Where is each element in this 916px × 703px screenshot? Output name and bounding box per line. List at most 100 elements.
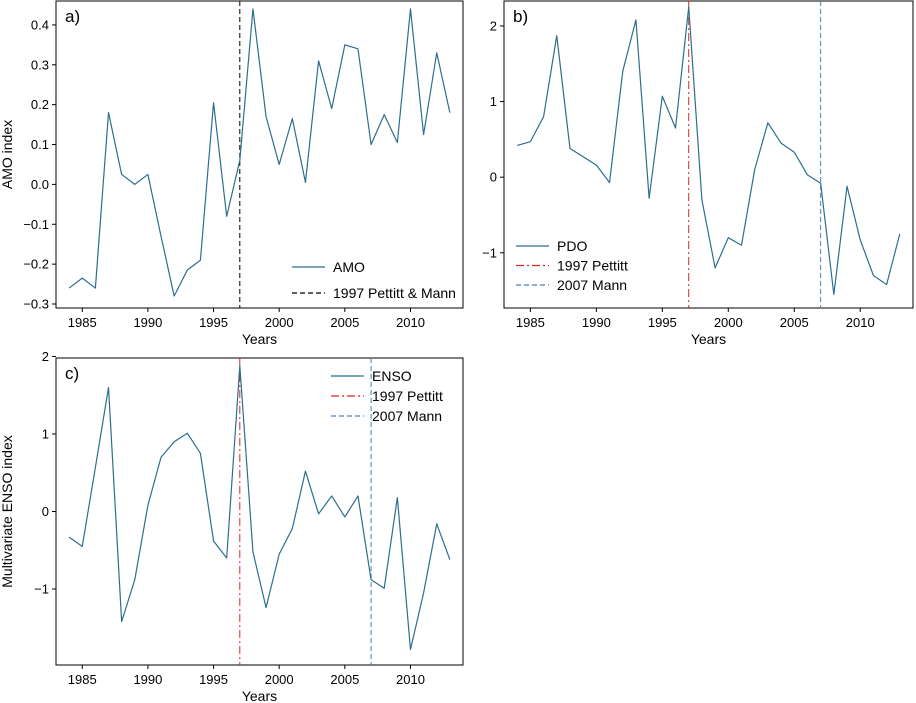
- y-axis-label: AMO index: [0, 120, 15, 189]
- pdo-point: [555, 34, 559, 38]
- y-tick-label: 1: [42, 426, 49, 441]
- enso-point: [212, 539, 216, 543]
- enso-point: [435, 522, 439, 526]
- x-tick-label: 2010: [396, 672, 425, 687]
- y-tick-label: 2: [42, 349, 49, 364]
- amo-point: [185, 268, 189, 272]
- y-tick-label: 0: [42, 504, 49, 519]
- pdo-point: [674, 126, 678, 130]
- amo-point: [93, 286, 97, 290]
- legend-entry: AMO: [333, 259, 365, 275]
- pdo-point: [660, 94, 664, 98]
- y-tick-label: −1: [482, 245, 497, 260]
- enso-point: [395, 496, 399, 500]
- panel-b-legend: PDO 1997 Pettitt 2007 Mann: [516, 238, 628, 293]
- pdo-point: [568, 146, 572, 150]
- pdo-point: [726, 236, 730, 240]
- enso-series-line: [68, 365, 451, 651]
- legend-entry: 1997 Pettitt: [557, 258, 628, 274]
- amo-point: [251, 7, 255, 11]
- amo-point: [146, 172, 150, 176]
- y-tick-label: 0: [490, 170, 497, 185]
- enso-point: [107, 385, 111, 389]
- amo-point: [356, 47, 360, 51]
- enso-point: [146, 503, 150, 507]
- pdo-point: [885, 283, 889, 287]
- pdo-point: [739, 243, 743, 247]
- panel-a-legend: AMO 1997 Pettitt & Mann: [292, 259, 456, 301]
- y-tick-label: −1: [34, 582, 49, 597]
- pdo-point: [608, 180, 612, 184]
- x-tick-label: 1985: [516, 315, 545, 330]
- legend-entry: PDO: [557, 238, 587, 254]
- pdo-point: [621, 69, 625, 73]
- panel-c: 1985 1990 1995 2000 2005 2010 −1 0 1 2 Years Multiv…: [0, 349, 464, 703]
- pdo-point: [700, 198, 704, 202]
- panel-label: b): [513, 7, 528, 26]
- y-tick-label: 0.1: [31, 137, 49, 152]
- amo-point: [435, 51, 439, 55]
- y-tick-label: 0.3: [31, 57, 49, 72]
- x-axis-label: Years: [242, 688, 277, 703]
- pdo-point: [647, 196, 651, 200]
- panel-c-legend: ENSO 1997 Pettitt 2007 Mann: [331, 368, 443, 424]
- enso-point: [172, 440, 176, 444]
- enso-point: [277, 552, 281, 556]
- x-axis-label: Years: [242, 331, 277, 347]
- amo-point: [107, 111, 111, 115]
- x-tick-label: 1985: [68, 672, 97, 687]
- amo-point: [120, 172, 124, 176]
- pdo-point: [898, 232, 902, 236]
- amo-point: [212, 101, 216, 105]
- pdo-point: [819, 181, 823, 185]
- x-tick-label: 1995: [199, 315, 228, 330]
- panel-label: a): [65, 7, 80, 26]
- y-tick-label: 0.4: [31, 17, 49, 32]
- enso-point: [356, 494, 360, 498]
- x-tick-label: 2000: [265, 672, 294, 687]
- amo-point: [408, 7, 412, 11]
- enso-point: [422, 591, 426, 595]
- enso-point: [225, 556, 229, 560]
- panel-a: 1985 1990 1995 2000 2005 2010 −0.3 −0.2 −0.1 0.0 0…: [0, 0, 464, 347]
- enso-point: [185, 431, 189, 435]
- panel-b-frame: [503, 0, 914, 309]
- y-tick-label: 0.2: [31, 97, 49, 112]
- amo-point: [264, 115, 268, 119]
- x-tick-label: 2000: [265, 315, 294, 330]
- enso-point: [80, 544, 84, 548]
- pdo-point: [634, 18, 638, 22]
- enso-point: [408, 647, 412, 651]
- enso-point: [67, 535, 71, 539]
- pdo-point: [515, 143, 519, 147]
- pdo-point: [581, 155, 585, 159]
- amo-point: [238, 158, 242, 162]
- x-tick-label: 1985: [68, 315, 97, 330]
- amo-point: [67, 286, 71, 290]
- enso-point: [290, 527, 294, 531]
- amo-point: [277, 162, 281, 166]
- amo-point: [159, 234, 163, 238]
- amo-point: [395, 141, 399, 145]
- y-tick-label: −0.3: [23, 297, 49, 312]
- legend-entry: ENSO: [372, 368, 412, 384]
- pdo-point: [542, 115, 546, 119]
- enso-point: [317, 512, 321, 516]
- amo-point: [172, 294, 176, 298]
- enso-point: [251, 550, 255, 554]
- panel-label: c): [65, 364, 79, 383]
- y-axis-label: Multivariate ENSO index: [0, 435, 15, 588]
- amo-point: [303, 180, 307, 184]
- x-tick-label: 2005: [780, 315, 809, 330]
- enso-point: [264, 606, 268, 610]
- amo-point: [225, 214, 229, 218]
- y-tick-label: 1: [490, 94, 497, 109]
- enso-point: [343, 515, 347, 519]
- x-tick-label: 2010: [396, 315, 425, 330]
- pdo-point: [779, 141, 783, 145]
- amo-point: [330, 107, 334, 111]
- x-tick-label: 2005: [330, 672, 359, 687]
- legend-entry: 1997 Pettitt: [372, 388, 443, 404]
- pdo-point: [528, 140, 532, 144]
